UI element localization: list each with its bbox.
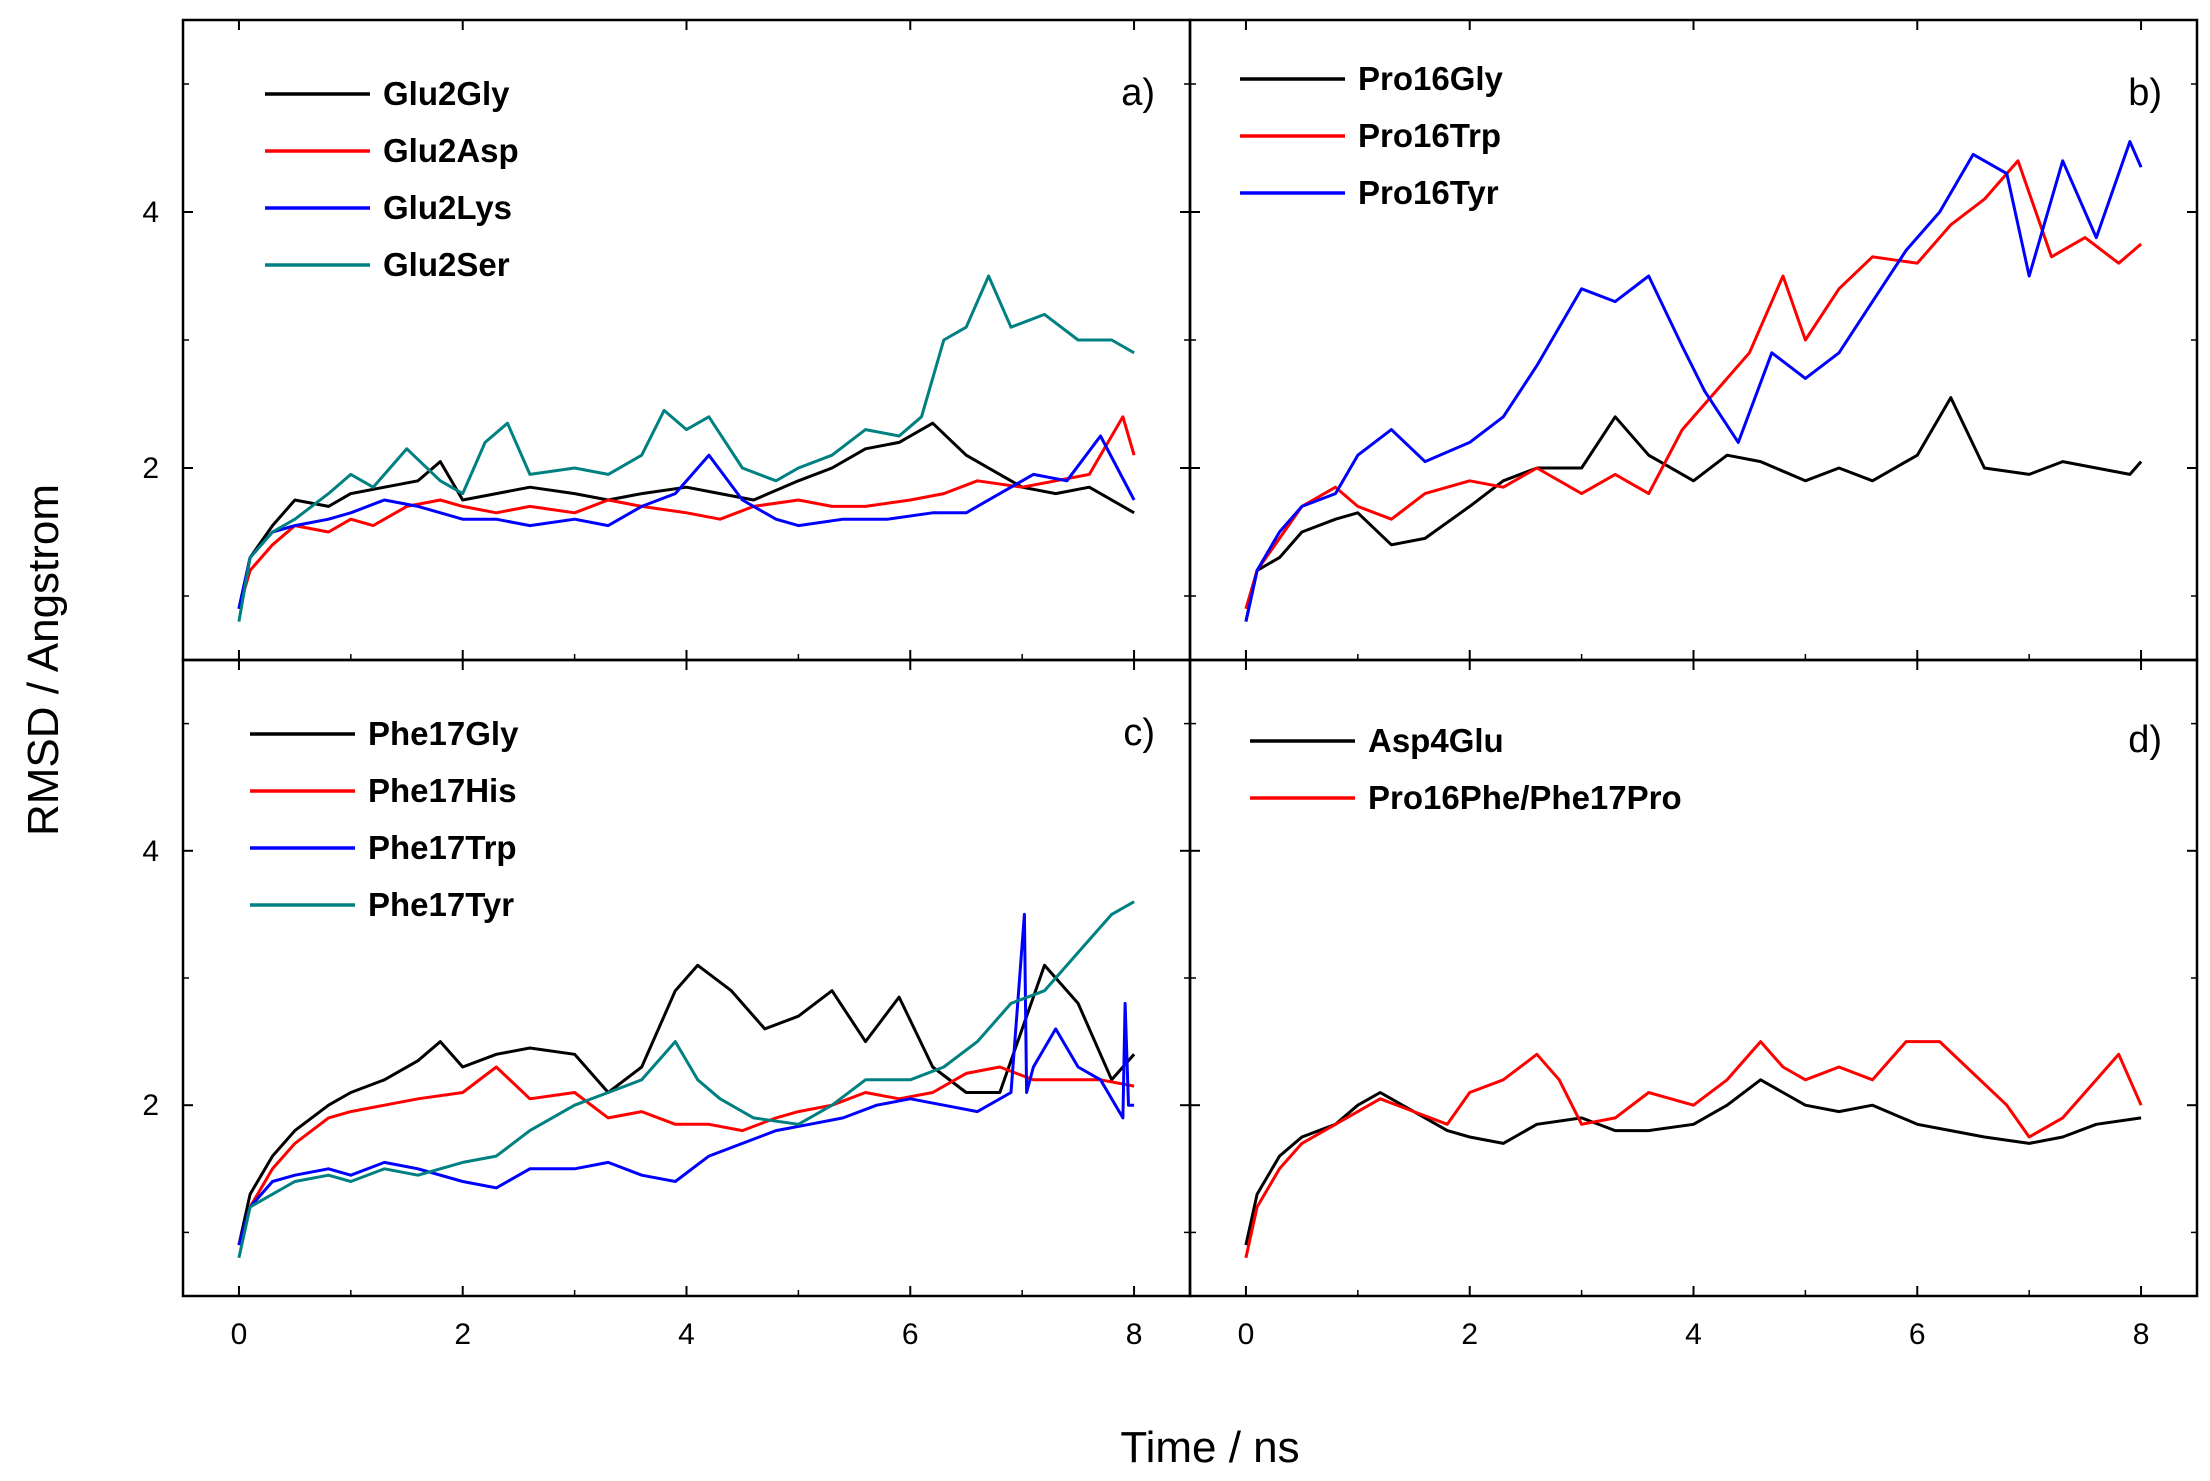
panels-layer: 2 4 Glu2Gly Glu2Asp Glu2Lys Glu2Ser a) Pro16Gly… — [142, 18, 2199, 1351]
panel-3: 0 2 4 6 8 2 4 Phe17Gly Phe17His Phe17Trp Phe17Tyr c… — [142, 658, 1192, 1351]
panel-frame — [1188, 658, 2199, 1298]
x-tick-label: 6 — [902, 1318, 919, 1351]
panel-4: 0 2 4 6 8 Asp4Glu Pro16Phe/Phe17Pro d) — [1188, 658, 2199, 1351]
legend-label: Pro16Trp — [1358, 117, 1501, 154]
panel-1: 2 4 Glu2Gly Glu2Asp Glu2Lys Glu2Ser a) — [142, 18, 1192, 662]
series-line-asp4glu — [1244, 1078, 2142, 1246]
legend-label: Phe17Tyr — [368, 886, 514, 923]
y-axis-title: RMSD / Angstrom — [19, 484, 68, 836]
legend-label: Phe17Trp — [368, 829, 517, 866]
legend-label: Asp4Glu — [1368, 722, 1504, 759]
y-tick-label: 4 — [142, 835, 159, 868]
series-line-glu2gly — [237, 421, 1135, 610]
panel-label: a) — [1121, 72, 1155, 114]
legend-label: Phe17His — [368, 772, 517, 809]
x-tick-label: 8 — [1126, 1318, 1143, 1351]
x-tick-label: 4 — [1685, 1318, 1702, 1351]
x-tick-label: 2 — [454, 1318, 471, 1351]
series-line-phe17trp — [237, 912, 1135, 1246]
series-line-pro16trp — [1244, 159, 2143, 610]
y-tick-label: 2 — [142, 452, 159, 485]
series-line-phe17gly — [237, 963, 1136, 1246]
legend-label: Phe17Gly — [368, 715, 519, 752]
legend-label: Pro16Tyr — [1358, 174, 1499, 211]
x-tick-label: 2 — [1461, 1318, 1478, 1351]
legend-label: Glu2Lys — [383, 189, 512, 226]
x-tick-label: 6 — [1909, 1318, 1926, 1351]
legend-label: Pro16Phe/Phe17Pro — [1368, 779, 1682, 816]
panel-frame — [1188, 18, 2199, 662]
panel-label: c) — [1123, 712, 1155, 754]
x-tick-label: 0 — [231, 1318, 248, 1351]
legend-label: Glu2Ser — [383, 246, 510, 283]
series-line-pro16tyr — [1244, 140, 2143, 622]
panel-label: b) — [2128, 72, 2162, 114]
series-line-phe17his — [237, 1065, 1135, 1246]
series-line-glu2lys — [237, 434, 1136, 610]
series-line-glu2ser — [237, 274, 1135, 622]
panel-frame — [181, 18, 1192, 662]
legend-label: Glu2Asp — [383, 132, 519, 169]
x-tick-label: 0 — [1238, 1318, 1255, 1351]
legend-label: Glu2Gly — [383, 75, 510, 112]
panel-label: d) — [2128, 719, 2162, 761]
panel-2: Pro16Gly Pro16Trp Pro16Tyr b) — [1188, 18, 2199, 662]
series-line-glu2asp — [237, 415, 1136, 610]
series-line-pro16gly — [1244, 396, 2143, 622]
y-tick-label: 4 — [142, 196, 159, 229]
y-tick-label: 2 — [142, 1089, 159, 1122]
x-tick-label: 8 — [2133, 1318, 2150, 1351]
x-tick-label: 4 — [678, 1318, 695, 1351]
series-line-pro16phe-phe17pro — [1244, 1040, 2143, 1259]
x-axis-title: Time / ns — [1120, 1423, 1299, 1472]
series-line-phe17tyr — [237, 900, 1135, 1259]
legend-label: Pro16Gly — [1358, 60, 1504, 97]
